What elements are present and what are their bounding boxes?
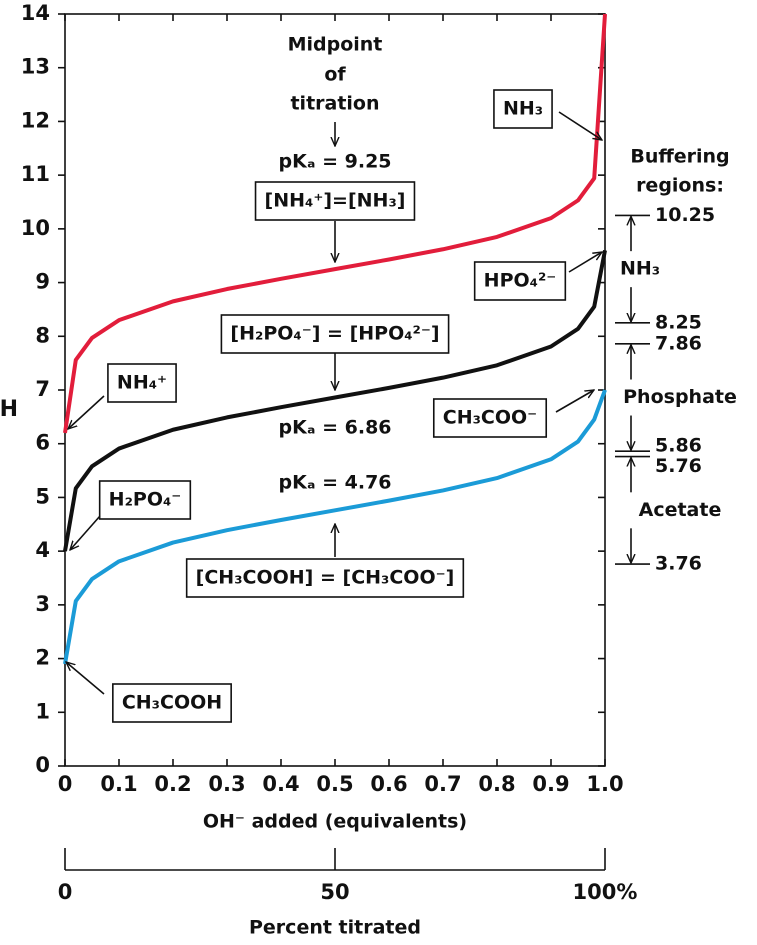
annotation: pKₐ = 6.86 (278, 417, 391, 439)
annotation-box (473, 261, 567, 301)
annotation-box (112, 683, 232, 723)
annotation-box (493, 89, 553, 129)
titration-curve (63, 389, 607, 665)
y-tick-label: 5 (35, 484, 50, 508)
x-tick-label: 0.9 (532, 772, 569, 796)
x2-tick-label: 0 (58, 880, 73, 904)
y-tick-label: 4 (35, 538, 50, 562)
x-tick-label: 0.2 (154, 772, 191, 796)
x-tick-label: 0 (58, 772, 73, 796)
y-tick-label: 8 (35, 323, 50, 347)
buffer-tick-label: 10.25 (655, 204, 715, 226)
x2-axis-label: Percent titrated (249, 917, 421, 939)
y-tick-label: 13 (21, 55, 50, 79)
annotation: H₂PO₄⁻ (109, 489, 182, 511)
x-tick-label: 0.3 (208, 772, 245, 796)
annotation: CH₃COO⁻ (443, 407, 537, 429)
y-tick-label: 10 (21, 216, 50, 240)
annotation-box (220, 314, 450, 354)
annotation-arrow (66, 662, 105, 695)
x-tick-label: 0.5 (316, 772, 353, 796)
annotation: Buffering (630, 146, 729, 168)
titration-curve (63, 13, 607, 434)
annotation: [H₂PO₄⁻] = [HPO₄²⁻] (230, 323, 439, 345)
y-tick-label: 6 (35, 431, 50, 455)
y-tick-label: 2 (35, 646, 50, 670)
y-tick-label: 0 (35, 753, 50, 777)
annotation-arrow (558, 111, 602, 140)
y-tick-label: 12 (21, 108, 50, 132)
annotation: HPO₄²⁻ (484, 270, 557, 292)
y-axis-label: pH (0, 397, 18, 422)
annotation: NH₄⁺ (117, 372, 167, 394)
y-tick-label: 11 (21, 162, 50, 186)
x-axis-label: OH⁻ added (equivalents) (203, 811, 467, 833)
annotation-arrow (68, 395, 105, 429)
annotation-box (254, 181, 416, 221)
annotation: pKₐ = 4.76 (278, 472, 391, 494)
annotation: titration (290, 93, 379, 115)
annotation-box (432, 398, 548, 438)
annotation-box (107, 363, 177, 403)
annotation: NH₃ (503, 98, 543, 120)
annotation-arrow (70, 515, 101, 550)
x2-tick-label: 100% (573, 880, 638, 904)
y-tick-label: 7 (35, 377, 50, 401)
annotation: [NH₄⁺]=[NH₃] (265, 190, 406, 212)
titration-curve (63, 249, 607, 552)
buffer-tick-label: 5.76 (655, 455, 702, 477)
annotation: [CH₃COOH] = [CH₃COO⁻] (196, 567, 455, 589)
buffer-region-label: Phosphate (623, 386, 737, 408)
y-tick-label: 14 (21, 1, 50, 25)
y-tick-label: 3 (35, 592, 50, 616)
x-tick-label: 0.4 (262, 772, 299, 796)
annotation: of (324, 64, 346, 86)
x-tick-label: 1.0 (586, 772, 623, 796)
buffer-tick-label: 7.86 (655, 332, 702, 354)
annotation: regions: (636, 175, 724, 197)
x-tick-label: 0.1 (100, 772, 137, 796)
buffer-region-label: Acetate (639, 499, 722, 521)
buffer-tick-label: 3.76 (655, 553, 702, 575)
buffer-region-label: NH₃ (620, 258, 660, 280)
x-tick-label: 0.7 (424, 772, 461, 796)
buffer-tick-label: 5.86 (655, 435, 702, 457)
x-tick-label: 0.8 (478, 772, 515, 796)
annotation-arrow (555, 390, 594, 413)
annotation: Midpoint (288, 34, 383, 56)
annotation: pKₐ = 9.25 (278, 151, 391, 173)
annotation-arrow (568, 252, 602, 273)
buffer-tick-label: 8.25 (655, 311, 702, 333)
annotation-box (185, 558, 465, 598)
x-tick-label: 0.6 (370, 772, 407, 796)
x2-tick-label: 50 (320, 880, 349, 904)
annotation: CH₃COOH (122, 692, 222, 714)
annotation-box (98, 480, 192, 520)
y-tick-label: 1 (35, 699, 50, 723)
y-tick-label: 9 (35, 270, 50, 294)
